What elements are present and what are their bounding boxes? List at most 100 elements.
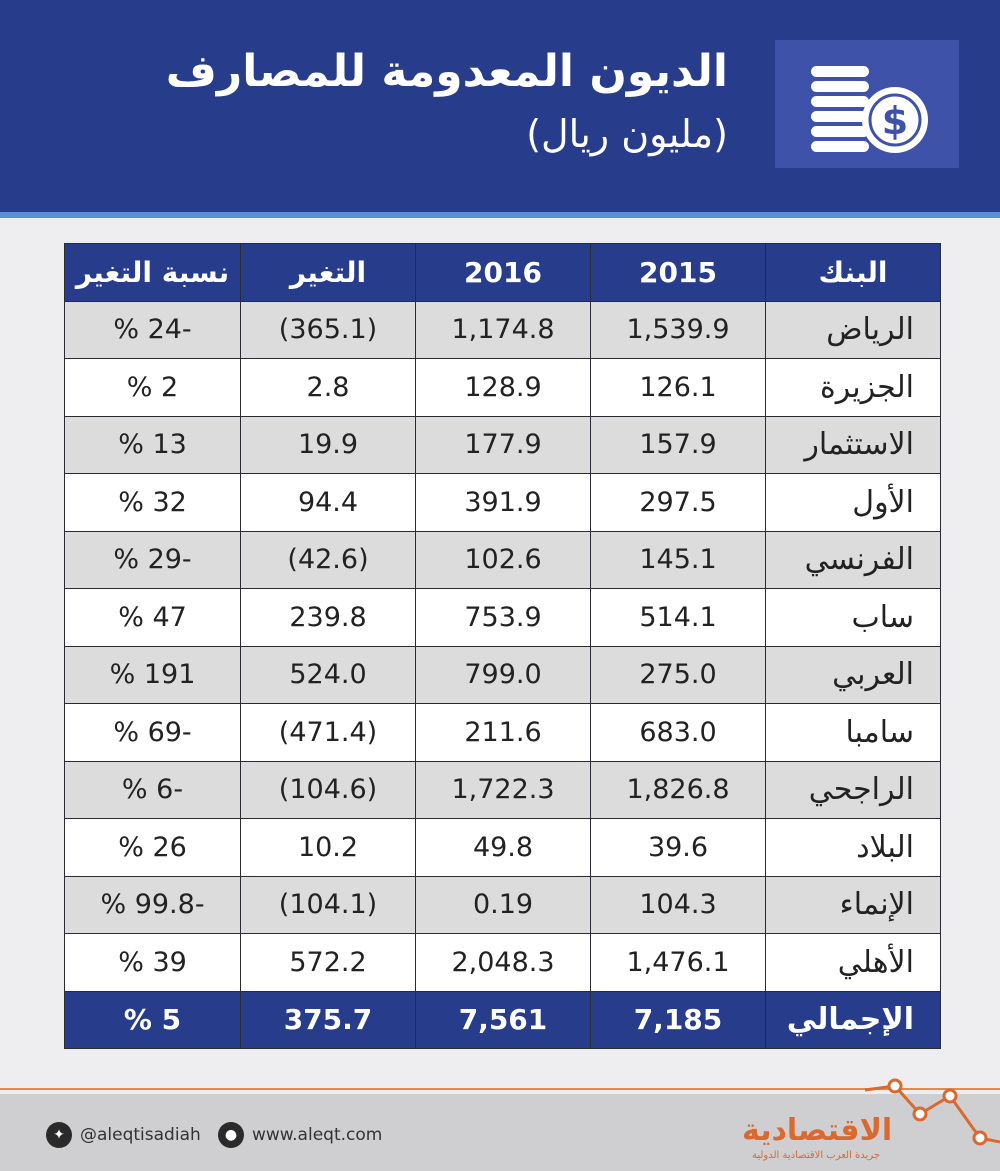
- change-cell: (42.6): [240, 530, 416, 589]
- value-2016-cell: 799.0: [415, 645, 591, 704]
- value-2016-cell: 753.9: [415, 588, 591, 647]
- change-pct-cell: -6 %: [64, 760, 241, 819]
- change-pct-cell: -69 %: [64, 703, 241, 762]
- value-2015-cell: 104.3: [590, 875, 766, 934]
- bank-name-cell: الأهلي: [765, 933, 941, 992]
- value-2016-cell: 177.9: [415, 415, 591, 474]
- table-row: الأول 297.5 391.9 94.4 32 %: [64, 473, 941, 532]
- value-2015-cell: 1,539.9: [590, 300, 766, 359]
- total-label: الإجمالي: [765, 990, 941, 1049]
- column-header-bank: البنك: [765, 243, 941, 302]
- column-header-2016: 2016: [415, 243, 591, 302]
- value-2015-cell: 145.1: [590, 530, 766, 589]
- bank-name-cell: الأول: [765, 473, 941, 532]
- change-cell: 239.8: [240, 588, 416, 647]
- value-2015-cell: 1,826.8: [590, 760, 766, 819]
- bank-name-cell: الراجحي: [765, 760, 941, 819]
- value-2016-cell: 128.9: [415, 358, 591, 417]
- value-2015-cell: 683.0: [590, 703, 766, 762]
- change-cell: (365.1): [240, 300, 416, 359]
- svg-text:$: $: [882, 99, 908, 143]
- change-cell: 524.0: [240, 645, 416, 704]
- total-2015: 7,185: [590, 990, 766, 1049]
- value-2016-cell: 102.6: [415, 530, 591, 589]
- table-row: الجزيرة 126.1 128.9 2.8 2 %: [64, 358, 941, 417]
- column-header-2015: 2015: [590, 243, 766, 302]
- value-2015-cell: 126.1: [590, 358, 766, 417]
- table-row: العربي 275.0 799.0 524.0 191 %: [64, 645, 941, 704]
- change-cell: 572.2: [240, 933, 416, 992]
- table-row: الفرنسي 145.1 102.6 (42.6) -29 %: [64, 530, 941, 589]
- change-cell: (471.4): [240, 703, 416, 762]
- table-header-row: البنك 2015 2016 التغير نسبة التغير: [64, 243, 941, 302]
- page-subtitle: (مليون ريال): [526, 112, 728, 156]
- change-pct-cell: 39 %: [64, 933, 241, 992]
- newspaper-logo: الاقتصادية: [742, 1113, 893, 1148]
- change-cell: 19.9: [240, 415, 416, 474]
- table-row: الاستثمار 157.9 177.9 19.9 13 %: [64, 415, 941, 474]
- total-2016: 7,561: [415, 990, 591, 1049]
- website-link-text: www.aleqt.com: [252, 1125, 383, 1145]
- value-2015-cell: 275.0: [590, 645, 766, 704]
- bank-name-cell: ساب: [765, 588, 941, 647]
- value-2016-cell: 49.8: [415, 818, 591, 877]
- change-cell: 10.2: [240, 818, 416, 877]
- footer-bar: [0, 1094, 1000, 1171]
- column-header-change-pct: نسبة التغير: [64, 243, 241, 302]
- value-2016-cell: 0.19: [415, 875, 591, 934]
- change-pct-cell: 32 %: [64, 473, 241, 532]
- value-2015-cell: 514.1: [590, 588, 766, 647]
- table-row: البلاد 39.6 49.8 10.2 26 %: [64, 818, 941, 877]
- value-2016-cell: 391.9: [415, 473, 591, 532]
- footer-accent-line: [0, 1088, 1000, 1090]
- table-row: الرياض 1,539.9 1,174.8 (365.1) -24 %: [64, 300, 941, 359]
- newspaper-logo-tagline: جريدة العرب الاقتصادية الدولية: [752, 1150, 881, 1161]
- value-2016-cell: 1,174.8: [415, 300, 591, 359]
- change-pct-cell: 13 %: [64, 415, 241, 474]
- twitter-handle[interactable]: ✦ @aleqtisadiah: [46, 1122, 201, 1148]
- value-2016-cell: 1,722.3: [415, 760, 591, 819]
- bank-name-cell: العربي: [765, 645, 941, 704]
- change-pct-cell: -99.8 %: [64, 875, 241, 934]
- change-pct-cell: 47 %: [64, 588, 241, 647]
- bank-name-cell: الفرنسي: [765, 530, 941, 589]
- bank-name-cell: سامبا: [765, 703, 941, 762]
- total-change: 375.7: [240, 990, 416, 1049]
- change-pct-cell: 191 %: [64, 645, 241, 704]
- bad-debts-table: البنك 2015 2016 التغير نسبة التغير الريا…: [64, 243, 941, 1049]
- table-row: الأهلي 1,476.1 2,048.3 572.2 39 %: [64, 933, 941, 992]
- change-pct-cell: -29 %: [64, 530, 241, 589]
- table-row: ساب 514.1 753.9 239.8 47 %: [64, 588, 941, 647]
- column-header-change: التغير: [240, 243, 416, 302]
- change-pct-cell: 26 %: [64, 818, 241, 877]
- table-row: الإنماء 104.3 0.19 (104.1) -99.8 %: [64, 875, 941, 934]
- value-2015-cell: 39.6: [590, 818, 766, 877]
- bank-name-cell: الجزيرة: [765, 358, 941, 417]
- change-pct-cell: -24 %: [64, 300, 241, 359]
- change-cell: (104.1): [240, 875, 416, 934]
- table-row: سامبا 683.0 211.6 (471.4) -69 %: [64, 703, 941, 762]
- change-pct-cell: 2 %: [64, 358, 241, 417]
- value-2015-cell: 1,476.1: [590, 933, 766, 992]
- value-2016-cell: 211.6: [415, 703, 591, 762]
- total-change-pct: 5 %: [64, 990, 241, 1049]
- value-2016-cell: 2,048.3: [415, 933, 591, 992]
- bank-name-cell: الاستثمار: [765, 415, 941, 474]
- twitter-handle-text: @aleqtisadiah: [80, 1125, 201, 1145]
- header-accent-line: [0, 212, 1000, 218]
- twitter-icon: ✦: [46, 1122, 72, 1148]
- value-2015-cell: 297.5: [590, 473, 766, 532]
- coins-dollar-icon: $: [775, 40, 959, 168]
- change-cell: 2.8: [240, 358, 416, 417]
- bank-name-cell: الرياض: [765, 300, 941, 359]
- trend-line-icon: [864, 1078, 1000, 1146]
- table-total-row: الإجمالي 7,185 7,561 375.7 5 %: [64, 990, 941, 1049]
- change-cell: 94.4: [240, 473, 416, 532]
- globe-icon: ●: [218, 1122, 244, 1148]
- page-title: الديون المعدومة للمصارف: [165, 46, 728, 97]
- change-cell: (104.6): [240, 760, 416, 819]
- bank-name-cell: البلاد: [765, 818, 941, 877]
- bank-name-cell: الإنماء: [765, 875, 941, 934]
- value-2015-cell: 157.9: [590, 415, 766, 474]
- website-link[interactable]: ● www.aleqt.com: [218, 1122, 382, 1148]
